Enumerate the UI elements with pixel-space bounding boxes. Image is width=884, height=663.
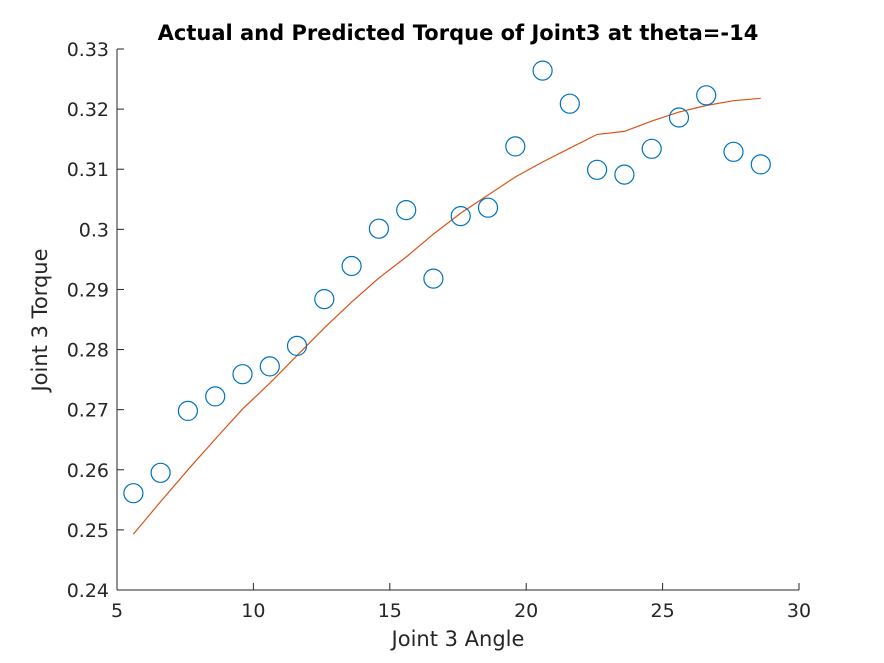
actual-torque-scatter-series bbox=[123, 60, 771, 504]
x-axis-label: Joint 3 Angle bbox=[390, 627, 525, 651]
y-axis-ticks: 0.24 0.25 0.26 0.27 0.28 0.29 0.3 0.31 0.32 0.33 bbox=[67, 39, 124, 602]
y-tick-label: 0.26 bbox=[67, 460, 109, 482]
actual-torque-point bbox=[505, 136, 526, 157]
actual-torque-point bbox=[614, 164, 635, 185]
x-tick-label: 5 bbox=[111, 600, 123, 622]
actual-torque-point bbox=[586, 159, 608, 180]
y-tick-label: 0.28 bbox=[67, 340, 109, 362]
y-axis-label: Joint 3 Torque bbox=[28, 248, 52, 393]
actual-torque-point bbox=[259, 356, 280, 377]
x-tick-label: 30 bbox=[787, 600, 811, 622]
x-tick-label: 25 bbox=[651, 600, 675, 622]
actual-torque-point bbox=[696, 85, 717, 106]
chart-title: Actual and Predicted Torque of Joint3 at… bbox=[158, 21, 759, 45]
plot-background bbox=[117, 49, 799, 590]
predicted-torque-line bbox=[132, 97, 761, 535]
x-tick-label: 15 bbox=[378, 600, 402, 622]
y-tick-label: 0.31 bbox=[67, 159, 109, 181]
x-tick-label: 20 bbox=[514, 600, 538, 622]
x-tick-label: 10 bbox=[241, 600, 265, 622]
y-tick-label: 0.3 bbox=[79, 219, 109, 241]
actual-torque-point bbox=[477, 197, 499, 218]
actual-torque-point bbox=[450, 206, 471, 227]
actual-torque-point bbox=[668, 107, 690, 128]
y-tick-label: 0.27 bbox=[67, 400, 109, 422]
actual-torque-point bbox=[232, 364, 253, 385]
actual-torque-point bbox=[641, 138, 662, 159]
y-tick-label: 0.33 bbox=[67, 39, 109, 61]
actual-torque-point bbox=[423, 268, 444, 289]
y-tick-label: 0.32 bbox=[67, 99, 109, 121]
actual-torque-point bbox=[396, 200, 417, 221]
actual-torque-point bbox=[723, 141, 744, 162]
actual-torque-point bbox=[559, 93, 580, 114]
actual-torque-point bbox=[205, 386, 226, 407]
actual-torque-point bbox=[750, 154, 771, 175]
y-tick-label: 0.24 bbox=[67, 580, 109, 602]
actual-torque-point bbox=[314, 289, 335, 310]
y-tick-label: 0.25 bbox=[67, 520, 109, 542]
actual-torque-point bbox=[150, 462, 171, 483]
actual-torque-point bbox=[123, 483, 144, 504]
actual-torque-point bbox=[532, 60, 553, 81]
actual-torque-point bbox=[368, 218, 389, 239]
actual-torque-point bbox=[341, 255, 362, 277]
actual-torque-point bbox=[286, 335, 308, 356]
predicted-torque-line-series bbox=[132, 97, 761, 535]
y-tick-label: 0.29 bbox=[67, 279, 109, 301]
x-axis-ticks: 5 10 15 20 25 30 bbox=[111, 583, 811, 622]
actual-torque-point bbox=[177, 400, 198, 421]
